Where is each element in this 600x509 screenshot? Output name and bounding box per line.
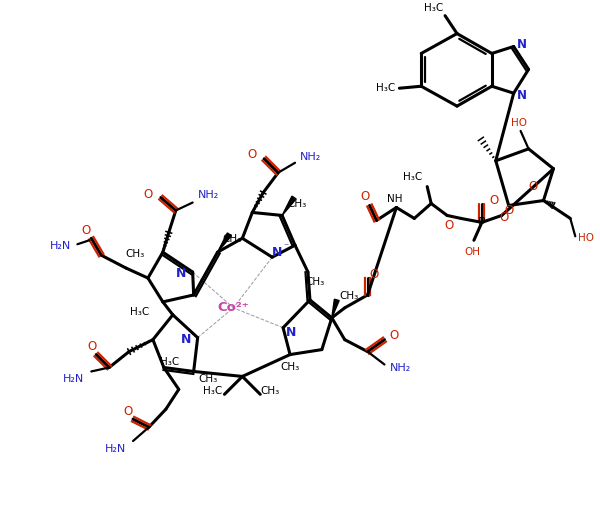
Text: HO: HO (578, 233, 594, 243)
Text: N: N (517, 38, 527, 51)
Text: NH: NH (386, 193, 402, 204)
Text: CH₃: CH₃ (280, 362, 299, 373)
Text: CH₃: CH₃ (305, 277, 324, 287)
Text: O: O (247, 148, 256, 161)
Polygon shape (332, 299, 339, 318)
Text: O: O (124, 405, 133, 418)
Text: H₃C: H₃C (376, 83, 395, 93)
Text: H₂N: H₂N (105, 444, 126, 454)
Text: H₃C: H₃C (160, 356, 179, 366)
Text: H₃C: H₃C (424, 3, 443, 13)
Text: H₃C: H₃C (403, 172, 422, 182)
Text: N: N (517, 89, 527, 102)
Text: P: P (478, 216, 485, 229)
Polygon shape (282, 196, 296, 215)
Text: NH₂: NH₂ (389, 363, 410, 374)
Text: O: O (499, 211, 508, 224)
Text: O: O (360, 190, 369, 203)
Text: CH₃: CH₃ (287, 199, 307, 209)
Text: Co²⁺: Co²⁺ (218, 301, 249, 315)
Text: HO: HO (511, 118, 527, 128)
Text: N: N (286, 326, 296, 339)
Text: O: O (445, 219, 454, 232)
Text: O: O (504, 204, 514, 217)
Text: O: O (369, 268, 378, 280)
Text: CH₃: CH₃ (126, 249, 145, 259)
Text: CH₃: CH₃ (260, 386, 280, 397)
Text: H₂N: H₂N (50, 241, 71, 251)
Text: O: O (490, 194, 499, 207)
Text: O: O (82, 224, 91, 237)
Text: N: N (176, 267, 186, 279)
Text: N: N (272, 246, 283, 259)
Text: N: N (181, 333, 191, 346)
Text: H₃C: H₃C (130, 307, 149, 317)
Text: O: O (88, 340, 97, 353)
Text: CH₃: CH₃ (199, 375, 218, 384)
Text: CH₃: CH₃ (340, 291, 359, 301)
Text: OH: OH (464, 247, 480, 257)
Text: O: O (389, 329, 398, 342)
Text: O: O (143, 188, 153, 201)
Text: NH₂: NH₂ (197, 189, 219, 200)
Text: O: O (528, 180, 537, 193)
Text: H₂N: H₂N (63, 375, 85, 384)
Text: ⁻: ⁻ (284, 242, 289, 252)
Text: H₃C: H₃C (203, 386, 223, 397)
Text: NH₂: NH₂ (300, 152, 321, 162)
Polygon shape (218, 233, 232, 252)
Text: CH₃: CH₃ (223, 234, 242, 244)
